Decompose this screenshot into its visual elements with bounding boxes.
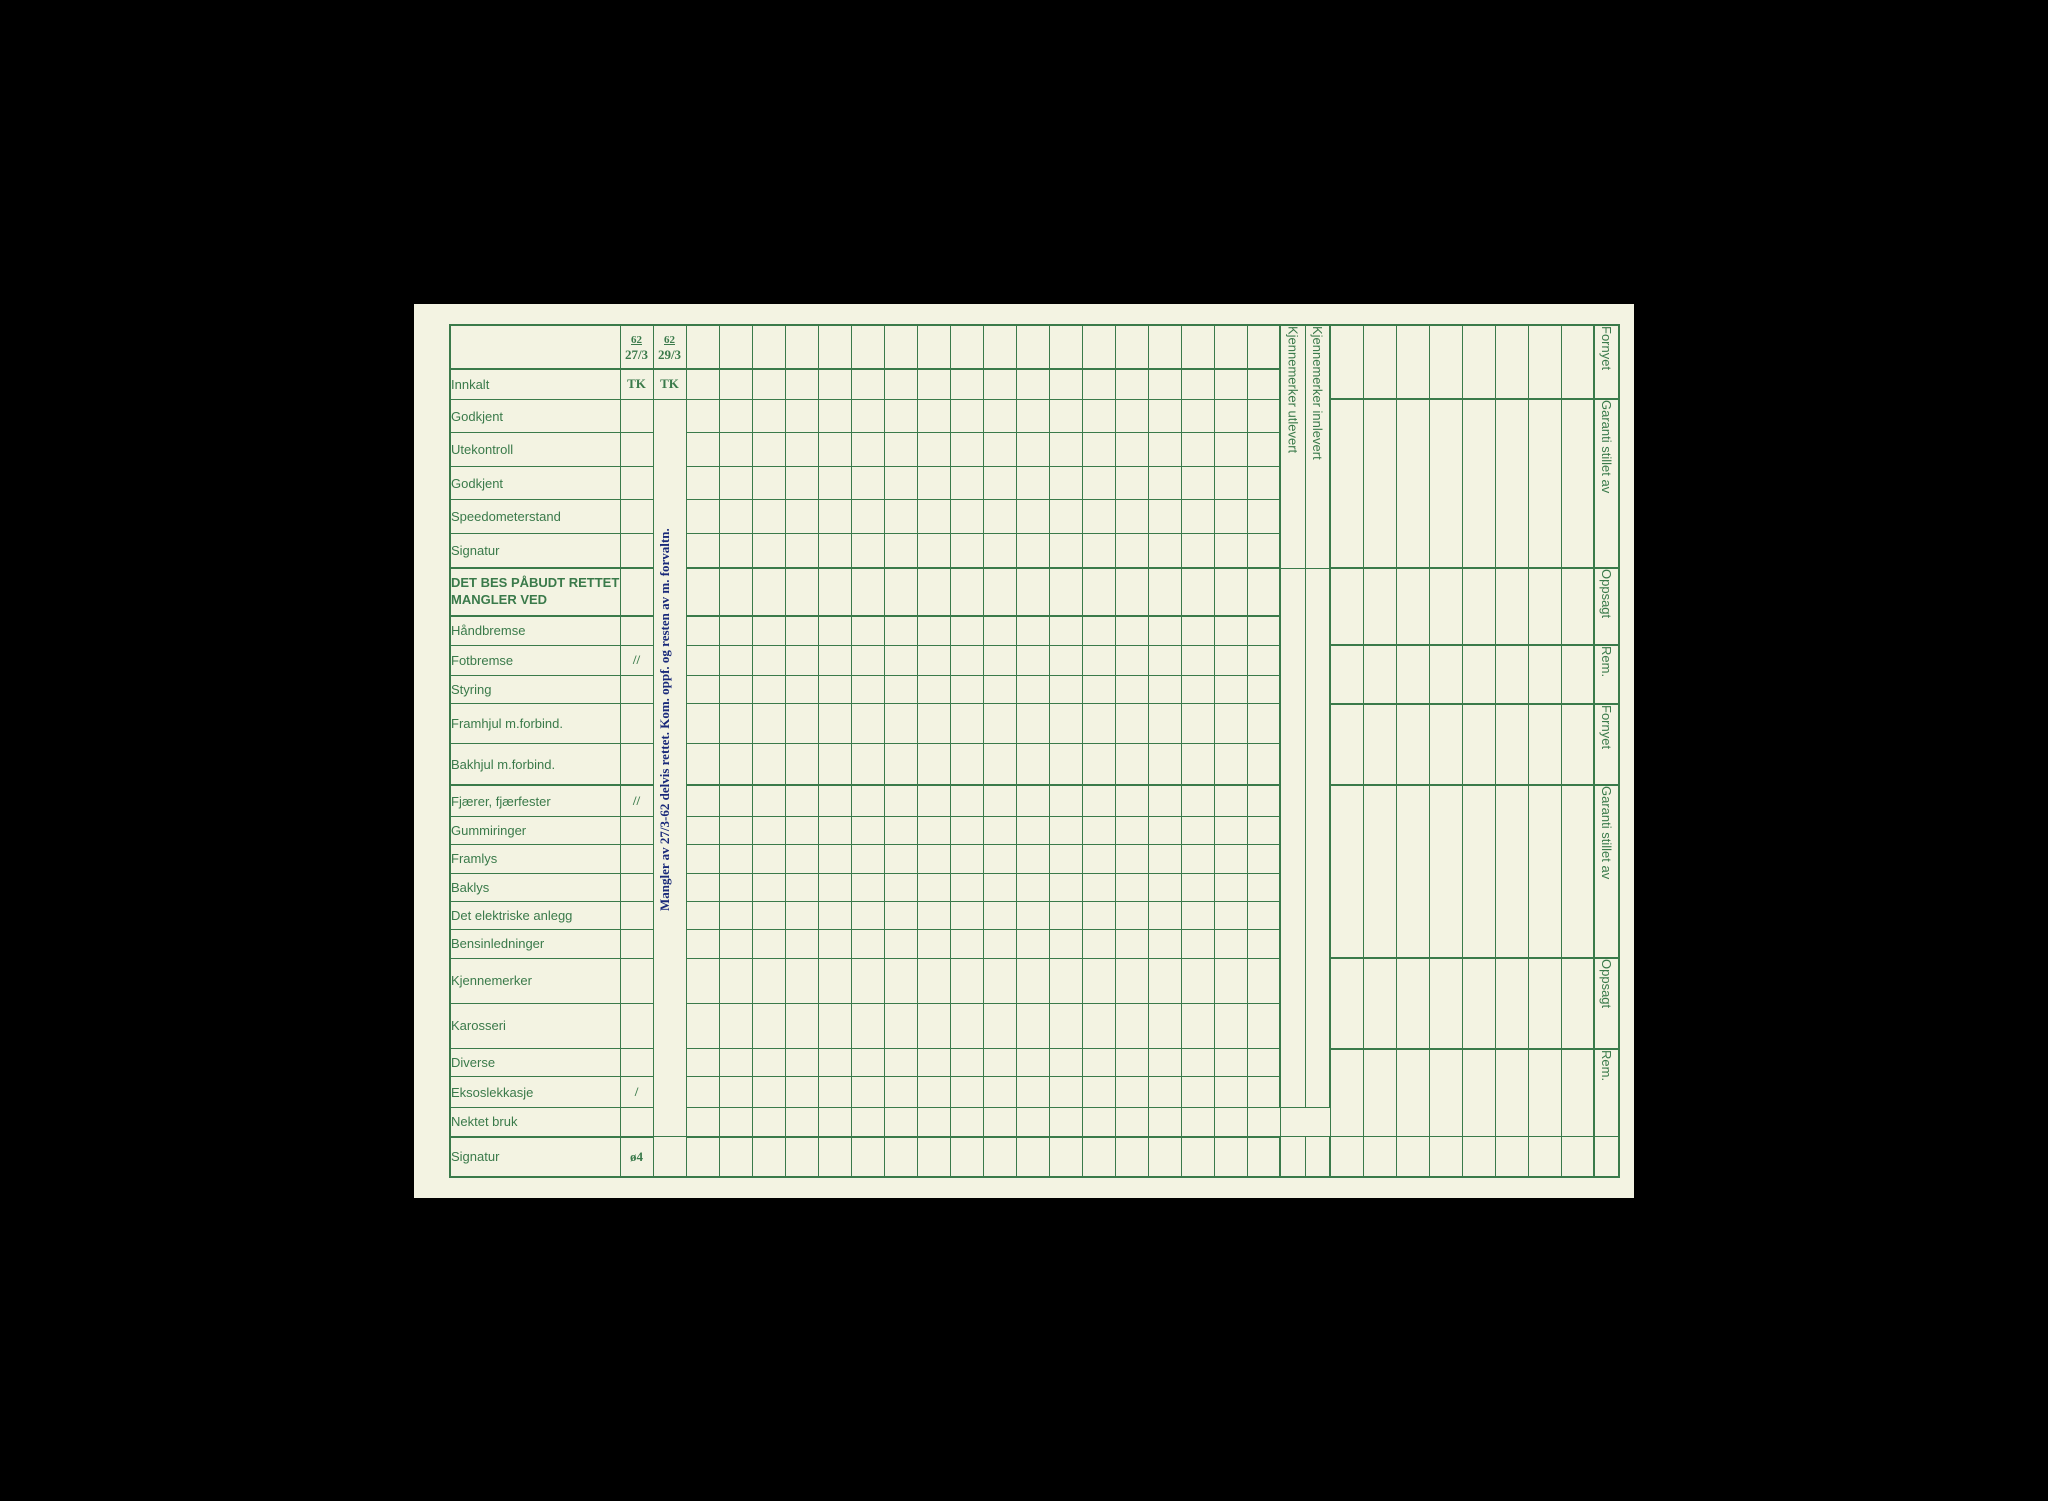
cell-innkalt-1: TK [620,369,653,400]
cell-fotbremse: // [620,645,653,675]
row-framlys: Framlys [450,845,620,873]
row-handbremse: Håndbremse [450,616,620,645]
header-date-1: 6227/3 [620,325,653,369]
label-oppsagt-2: Oppsagt [1594,958,1619,1049]
row-elektrisk: Det elektriske anlegg [450,901,620,929]
label-fornyet-1: Fornyet [1594,325,1619,400]
row-fjaerer: Fjærer, fjærfester [450,785,620,816]
handwritten-note: Mangler av 27/3-62 delvis rettet. Kom. o… [657,410,673,1030]
label-rem-1: Rem. [1594,645,1619,704]
row-bakhjul: Bakhjul m.forbind. [450,744,620,785]
row-styring: Styring [450,675,620,703]
row-diverse: Diverse [450,1049,620,1077]
row-innkalt: Innkalt [450,369,620,400]
row-karosseri: Karosseri [450,1003,620,1048]
row-signatur-2: Signatur [450,1137,620,1177]
row-speedometer: Speedometerstand [450,500,620,534]
row-baklys: Baklys [450,873,620,901]
label-rem-2: Rem. [1594,1049,1619,1137]
label-garanti-1: Garanti stillet av [1594,399,1619,568]
label-fornyet-2: Fornyet [1594,704,1619,786]
label-garanti-2: Garanti stillet av [1594,785,1619,958]
row-nektet: Nektet bruk [450,1107,620,1136]
row-godkjent-1: Godkjent [450,399,620,433]
label-oppsagt-1: Oppsagt [1594,568,1619,645]
row-bensin: Bensinledninger [450,930,620,958]
cell-sig: ø4 [620,1137,653,1177]
cell-fjaerer-1: // [620,785,653,816]
vertical-note-cell: Mangler av 27/3-62 delvis rettet. Kom. o… [653,399,686,1136]
row-eksos: Eksoslekkasje [450,1077,620,1107]
row-kjennemerker: Kjennemerker [450,958,620,1003]
row-signatur-1: Signatur [450,533,620,568]
row-gummiringer: Gummiringer [450,816,620,844]
header-date-2: 6229/3 [653,325,686,369]
cell-eksos: / [620,1077,653,1107]
section-header: DET BES PÅBUDT RETTET MANGLER VED [450,568,620,616]
row-framhjul: Framhjul m.forbind. [450,704,620,744]
cell-innkalt-2: TK [653,369,686,400]
row-utekontroll: Utekontroll [450,433,620,467]
col-utlevert: Kjennemerker utlevert [1280,325,1305,569]
inspection-grid: 6227/3 6229/3 Kjennemerker utlevert Kjen… [449,324,1620,1178]
row-fotbremse: Fotbremse [450,645,620,675]
inspection-card: 6227/3 6229/3 Kjennemerker utlevert Kjen… [414,304,1634,1198]
row-godkjent-2: Godkjent [450,466,620,500]
col-innlevert: Kjennemerker innlevert [1305,325,1330,569]
